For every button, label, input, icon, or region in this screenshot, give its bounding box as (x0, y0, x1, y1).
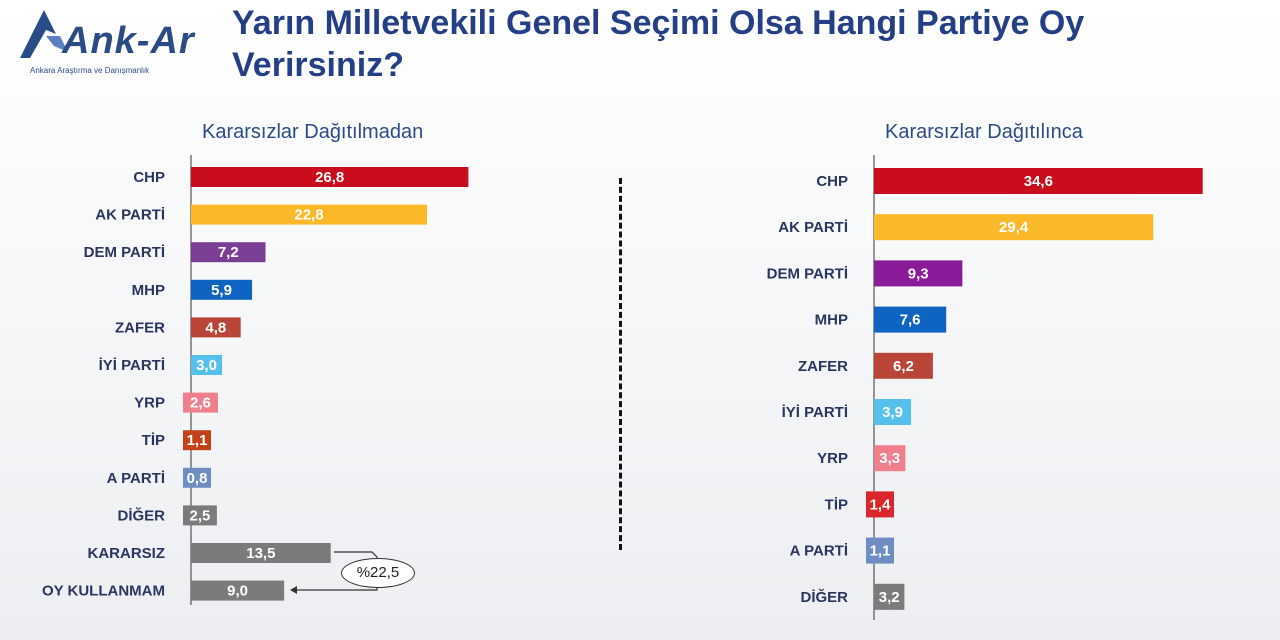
category-label: YRP (134, 395, 165, 412)
bar (183, 430, 211, 451)
right-chart-title: Kararsızlar Dağıtılınca (885, 121, 1083, 143)
category-label: DİĞER (800, 588, 848, 606)
bar (874, 168, 1203, 194)
category-label: TİP (142, 432, 165, 449)
bar (866, 537, 894, 564)
category-label: ZAFER (798, 358, 848, 375)
category-label: AK PARTİ (778, 219, 848, 236)
right-bar-chart: CHP 34,6 AK PARTİ 29,4 DEM PARTİ 9,3 MHP 7,6 ZAF… (767, 155, 1203, 620)
value-label: 7,2 (218, 244, 239, 261)
category-label: KARARSIZ (88, 545, 166, 562)
left-bar-chart: CHP 26,8 AK PARTİ 22,8 DEM PARTİ 7,2 MHP 5,9 ZAF… (42, 155, 469, 605)
category-label: OY KULLANMAM (42, 583, 165, 600)
category-label: İYİ PARTİ (782, 404, 848, 421)
value-label: 3,9 (882, 404, 903, 421)
category-label: DİĞER (117, 506, 165, 524)
value-label: 22,8 (294, 207, 323, 224)
value-label: 3,3 (879, 450, 900, 467)
bar (191, 167, 469, 187)
bar (183, 467, 211, 488)
value-label: 2,6 (190, 395, 211, 412)
bar (874, 583, 905, 610)
page-title: Yarın Milletvekili Genel Seçimi Olsa Han… (232, 4, 1085, 84)
value-label: 0,8 (187, 470, 208, 487)
bar (874, 352, 933, 379)
value-label: 9,3 (908, 265, 929, 282)
value-label: 26,8 (315, 169, 344, 186)
value-label: 2,5 (190, 507, 211, 524)
value-label: 1,1 (187, 432, 208, 449)
bar (874, 306, 947, 333)
category-label: MHP (132, 282, 165, 299)
category-label: A PARTİ (790, 543, 848, 560)
bar (191, 204, 427, 225)
category-label: DEM PARTİ (767, 265, 848, 282)
logo-subtitle: Ankara Araştırma ve Danışmanlık (30, 66, 150, 75)
logo-text: Ank-Ar (62, 20, 195, 62)
value-label: 29,4 (999, 219, 1029, 236)
bar (874, 399, 912, 425)
value-label: 1,4 (870, 496, 892, 513)
bar (874, 260, 963, 287)
bar (191, 242, 266, 263)
category-label: YRP (817, 450, 848, 467)
category-label: AK PARTİ (95, 207, 165, 224)
category-label: İYİ PARTİ (99, 357, 165, 374)
bar (874, 214, 1154, 241)
undecided-total-annotation: %22,5 (341, 558, 415, 588)
category-label: MHP (815, 312, 848, 329)
value-label: 6,2 (893, 358, 914, 375)
dashed-divider (619, 178, 622, 550)
category-label: CHP (133, 169, 165, 186)
bar (191, 543, 331, 563)
bar (191, 279, 253, 300)
category-label: ZAFER (115, 319, 165, 336)
bar (874, 445, 906, 472)
bar (191, 317, 241, 338)
company-logo: Ank-Ar Ankara Araştırma ve Danışmanlık (16, 6, 206, 76)
value-label: 3,2 (879, 589, 900, 606)
category-label: CHP (816, 173, 848, 190)
value-label: 34,6 (1024, 173, 1053, 190)
value-label: 7,6 (900, 312, 921, 329)
value-label: 13,5 (246, 545, 275, 562)
category-label: TİP (825, 496, 848, 513)
value-label: 4,8 (205, 319, 226, 336)
value-label: 5,9 (211, 282, 232, 299)
value-label: 9,0 (227, 583, 248, 600)
bar (866, 491, 894, 518)
left-chart-title: Kararsızlar Dağıtılmadan (202, 121, 424, 143)
value-label: 1,1 (870, 543, 891, 560)
logo-mark-icon (20, 10, 68, 58)
bar (191, 580, 285, 601)
category-label: A PARTİ (107, 470, 165, 487)
category-label: DEM PARTİ (84, 244, 165, 261)
bar (183, 392, 218, 413)
bar (191, 355, 223, 375)
bar (183, 505, 217, 526)
value-label: 3,0 (196, 357, 217, 374)
